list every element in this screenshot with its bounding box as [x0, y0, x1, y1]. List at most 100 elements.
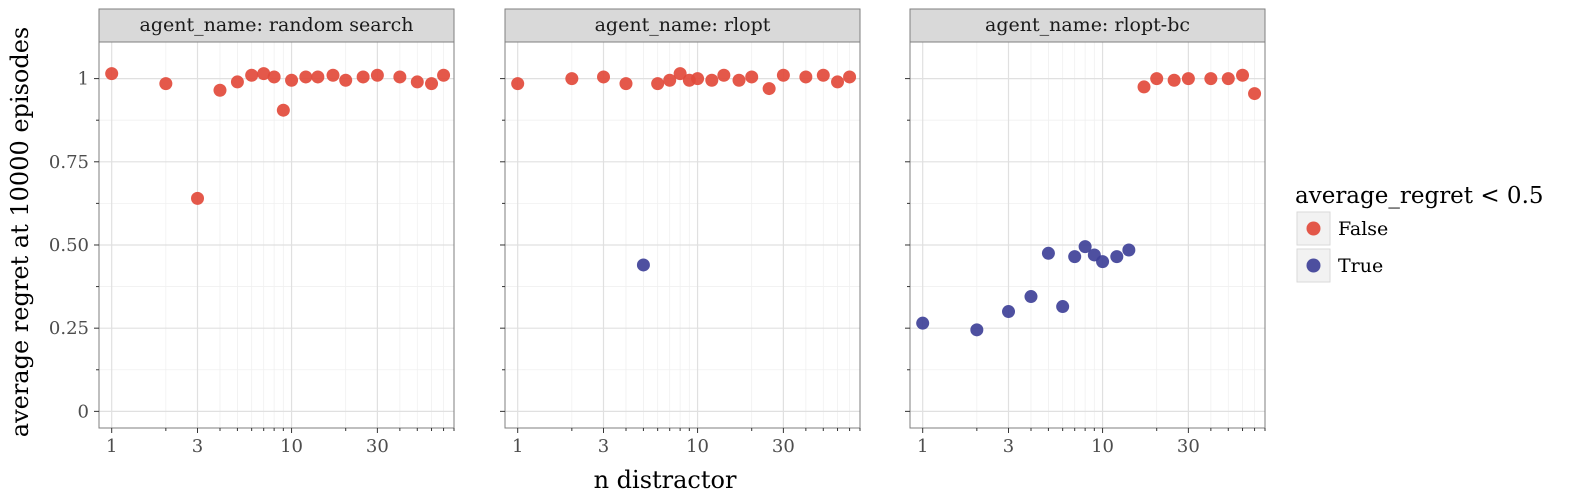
facet-strip — [98, 8, 455, 43]
y-tick-label: 0.50 — [49, 235, 89, 256]
data-point — [311, 70, 325, 84]
x-tick-label: 30 — [366, 436, 389, 457]
panel-background — [910, 42, 1265, 428]
data-point — [717, 68, 731, 82]
data-point — [326, 68, 340, 82]
data-point — [299, 70, 313, 84]
data-point — [285, 73, 299, 87]
data-point — [651, 77, 665, 91]
x-tick-label: 10 — [280, 436, 303, 457]
facet-strip-label: agent_name: rlopt-bc — [985, 14, 1190, 36]
data-point — [776, 68, 790, 82]
data-point — [159, 77, 173, 91]
facet-panel: agent_name: rlopt 1 3 10 30 — [500, 8, 861, 457]
data-point — [437, 68, 451, 82]
data-point — [673, 67, 687, 81]
data-point — [230, 75, 244, 89]
x-tick-label: 3 — [192, 436, 203, 457]
data-point — [1056, 300, 1070, 314]
legend-title: average_regret < 0.5 — [1295, 183, 1544, 209]
data-point — [843, 70, 857, 84]
facet-panel: agent_name: random search 1 3 10 30 0 0.25 0.50… — [49, 8, 455, 457]
data-point — [816, 68, 830, 82]
data-point — [1078, 240, 1092, 254]
x-tick-label: 30 — [772, 436, 795, 457]
x-tick-label: 3 — [1003, 436, 1014, 457]
legend: average_regret < 0.5 False True — [1295, 183, 1544, 283]
facet-strip — [909, 8, 1266, 43]
data-point — [1150, 72, 1164, 86]
data-point — [1221, 72, 1235, 86]
chart-panels: agent_name: random search 1 3 10 30 0 0.25 0.50… — [49, 8, 1266, 457]
data-point — [762, 82, 776, 96]
data-point — [565, 72, 579, 86]
y-tick-label: 1 — [78, 69, 89, 90]
facet-panel: agent_name: rlopt-bc 1 3 10 30 — [905, 8, 1266, 457]
data-point — [1024, 290, 1038, 304]
x-tick-label: 10 — [1091, 436, 1114, 457]
data-point — [410, 75, 424, 89]
data-point — [1181, 72, 1195, 86]
y-tick-label: 0.75 — [49, 152, 89, 173]
data-point — [636, 258, 650, 272]
data-point — [425, 77, 439, 91]
legend-entry-label: False — [1338, 218, 1388, 240]
y-axis-title: average regret at 10000 episodes — [6, 27, 34, 437]
y-tick-label: 0.25 — [49, 318, 89, 339]
data-point — [267, 70, 281, 84]
panel-background — [505, 42, 860, 428]
data-point — [511, 77, 525, 91]
data-point — [105, 67, 119, 81]
x-tick-label: 1 — [917, 436, 928, 457]
data-point — [1068, 250, 1082, 264]
data-point — [1248, 87, 1262, 101]
data-point — [1204, 72, 1218, 86]
data-point — [1002, 305, 1016, 319]
data-point — [356, 70, 370, 84]
data-point — [1096, 255, 1110, 269]
data-point — [831, 75, 845, 89]
x-tick-label: 10 — [686, 436, 709, 457]
panel-border — [504, 41, 861, 429]
data-point — [916, 316, 930, 330]
panel-border — [98, 41, 455, 429]
facet-strip-label: agent_name: rlopt — [595, 14, 771, 36]
data-point — [213, 83, 227, 97]
data-point — [1236, 68, 1250, 82]
legend-entry-label: True — [1338, 255, 1383, 277]
legend-key-box — [1296, 248, 1331, 283]
legend-key-point — [1306, 221, 1321, 236]
x-tick-label: 1 — [106, 436, 117, 457]
facet-strip — [504, 8, 861, 43]
data-point — [1122, 243, 1136, 257]
data-point — [597, 70, 611, 84]
legend-key-point — [1306, 258, 1321, 273]
x-tick-label: 1 — [512, 436, 523, 457]
y-tick-label: 0 — [78, 401, 89, 422]
data-point — [619, 77, 633, 91]
data-point — [276, 103, 290, 117]
data-point — [732, 73, 746, 87]
data-point — [393, 70, 407, 84]
data-point — [970, 323, 984, 337]
panel-background — [99, 42, 454, 428]
x-axis-title: n distractor — [594, 466, 737, 494]
data-point — [257, 67, 271, 81]
data-point — [339, 73, 353, 87]
panel-border — [909, 41, 1266, 429]
data-point — [799, 70, 813, 84]
data-point — [191, 191, 205, 205]
data-point — [370, 68, 384, 82]
data-point — [705, 73, 719, 87]
data-point — [1137, 80, 1151, 94]
data-point — [745, 70, 759, 84]
data-point — [1110, 250, 1124, 264]
x-tick-label: 3 — [598, 436, 609, 457]
data-point — [691, 72, 705, 86]
data-point — [663, 73, 677, 87]
facet-strip-label: agent_name: random search — [140, 14, 414, 36]
data-point — [1167, 73, 1181, 87]
x-tick-label: 30 — [1177, 436, 1200, 457]
data-point — [245, 68, 259, 82]
